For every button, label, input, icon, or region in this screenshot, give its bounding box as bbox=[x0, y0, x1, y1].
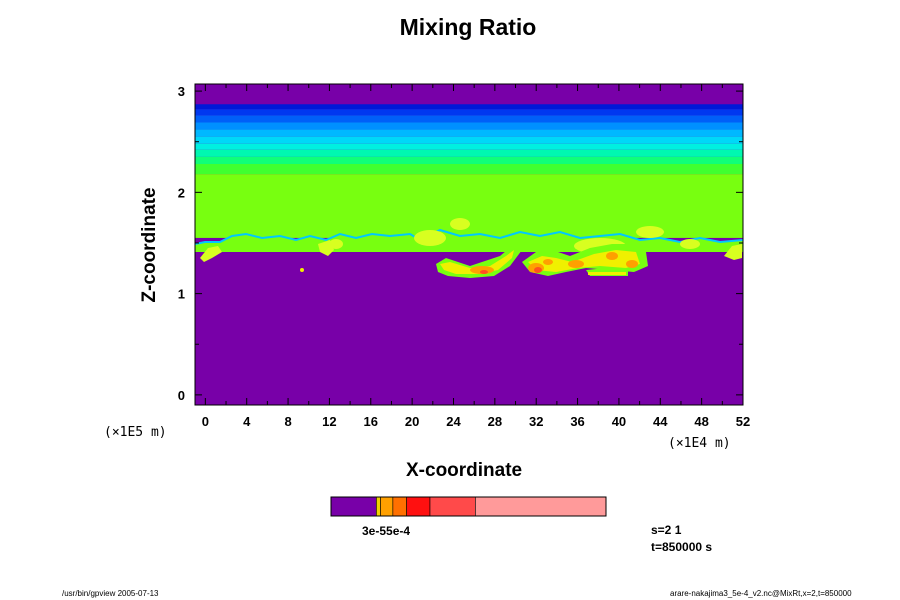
y-tick-label: 0 bbox=[178, 388, 185, 403]
x-tick-label: 4 bbox=[243, 414, 251, 429]
x-tick-label: 32 bbox=[529, 414, 543, 429]
info-t: t=850000 s bbox=[651, 540, 713, 554]
plume-yellow-0 bbox=[440, 250, 514, 274]
plume-orange-3 bbox=[606, 252, 618, 260]
y-tick-label: 3 bbox=[178, 84, 185, 99]
x-tick-label: 16 bbox=[364, 414, 378, 429]
y-axis-label: Z-coordinate bbox=[139, 187, 160, 303]
x-axis-label: X-coordinate bbox=[406, 460, 523, 481]
field-layer-4 bbox=[195, 122, 743, 130]
x-tick-label: 8 bbox=[284, 414, 291, 429]
colorbar-segment-6 bbox=[475, 496, 607, 517]
plume-green-0 bbox=[200, 246, 222, 262]
colorbar-segment-1 bbox=[376, 496, 381, 517]
plume-red-0 bbox=[534, 267, 542, 273]
x-tick-label: 40 bbox=[612, 414, 626, 429]
colorbar-frame bbox=[330, 496, 607, 517]
plume-green-1 bbox=[318, 240, 334, 256]
field-layer-1 bbox=[195, 104, 743, 110]
footer-left: /usr/bin/gpview 2005-07-13 bbox=[62, 589, 159, 598]
colorbar-segment-4 bbox=[406, 496, 431, 517]
plume-orange-5 bbox=[543, 259, 553, 265]
plume-yellow-2 bbox=[588, 272, 626, 275]
x-tick-label: 44 bbox=[653, 414, 668, 429]
yellow-patch-0 bbox=[414, 230, 446, 246]
heatmap-field bbox=[195, 84, 743, 405]
colorbar-segment-0 bbox=[330, 496, 377, 517]
plume-red-1 bbox=[480, 270, 488, 274]
field-layer-9 bbox=[195, 156, 743, 164]
field-layer-8 bbox=[195, 149, 743, 157]
plot-frame bbox=[194, 83, 744, 406]
field-layer-2 bbox=[195, 109, 743, 116]
plume-green-2 bbox=[724, 244, 742, 260]
info-s: s=2 1 bbox=[651, 523, 682, 537]
field-layer-10 bbox=[195, 163, 743, 175]
field-layer-5 bbox=[195, 129, 743, 137]
x-tick-label: 36 bbox=[570, 414, 584, 429]
x-tick-label: 28 bbox=[488, 414, 502, 429]
plume-orange-2 bbox=[568, 260, 584, 268]
yellow-patch-3 bbox=[636, 226, 664, 238]
field-layer-7 bbox=[195, 143, 743, 150]
y-scale-note: (×1E5 m) bbox=[104, 425, 167, 440]
colorbar-segment-5 bbox=[429, 496, 476, 517]
x-tick-label: 48 bbox=[694, 414, 708, 429]
colorbar-segment-2 bbox=[380, 496, 394, 517]
chart-title: Mixing Ratio bbox=[399, 14, 537, 40]
plume-orange-4 bbox=[626, 260, 638, 268]
field-layer-6 bbox=[195, 136, 743, 144]
x-tick-label: 20 bbox=[405, 414, 419, 429]
y-tick-label: 2 bbox=[178, 185, 185, 200]
x-tick-label: 0 bbox=[202, 414, 209, 429]
isolated-spot bbox=[300, 268, 304, 272]
footer-right: arare-nakajima3_5e-4_v2.nc@MixRt,x=2,t=8… bbox=[670, 589, 852, 598]
yellow-patch-1 bbox=[450, 218, 470, 230]
field-layer-0 bbox=[195, 84, 743, 105]
x-tick-label: 12 bbox=[322, 414, 336, 429]
x-tick-label: 24 bbox=[446, 414, 461, 429]
colorbar-label: 3e-55e-4 bbox=[362, 524, 411, 538]
y-tick-label: 1 bbox=[178, 287, 185, 302]
field-layer-3 bbox=[195, 115, 743, 123]
yellow-patch-4 bbox=[680, 239, 700, 249]
colorbar-segment-3 bbox=[392, 496, 407, 517]
x-tick-label: 52 bbox=[736, 414, 750, 429]
x-scale-note: (×1E4 m) bbox=[668, 436, 731, 451]
